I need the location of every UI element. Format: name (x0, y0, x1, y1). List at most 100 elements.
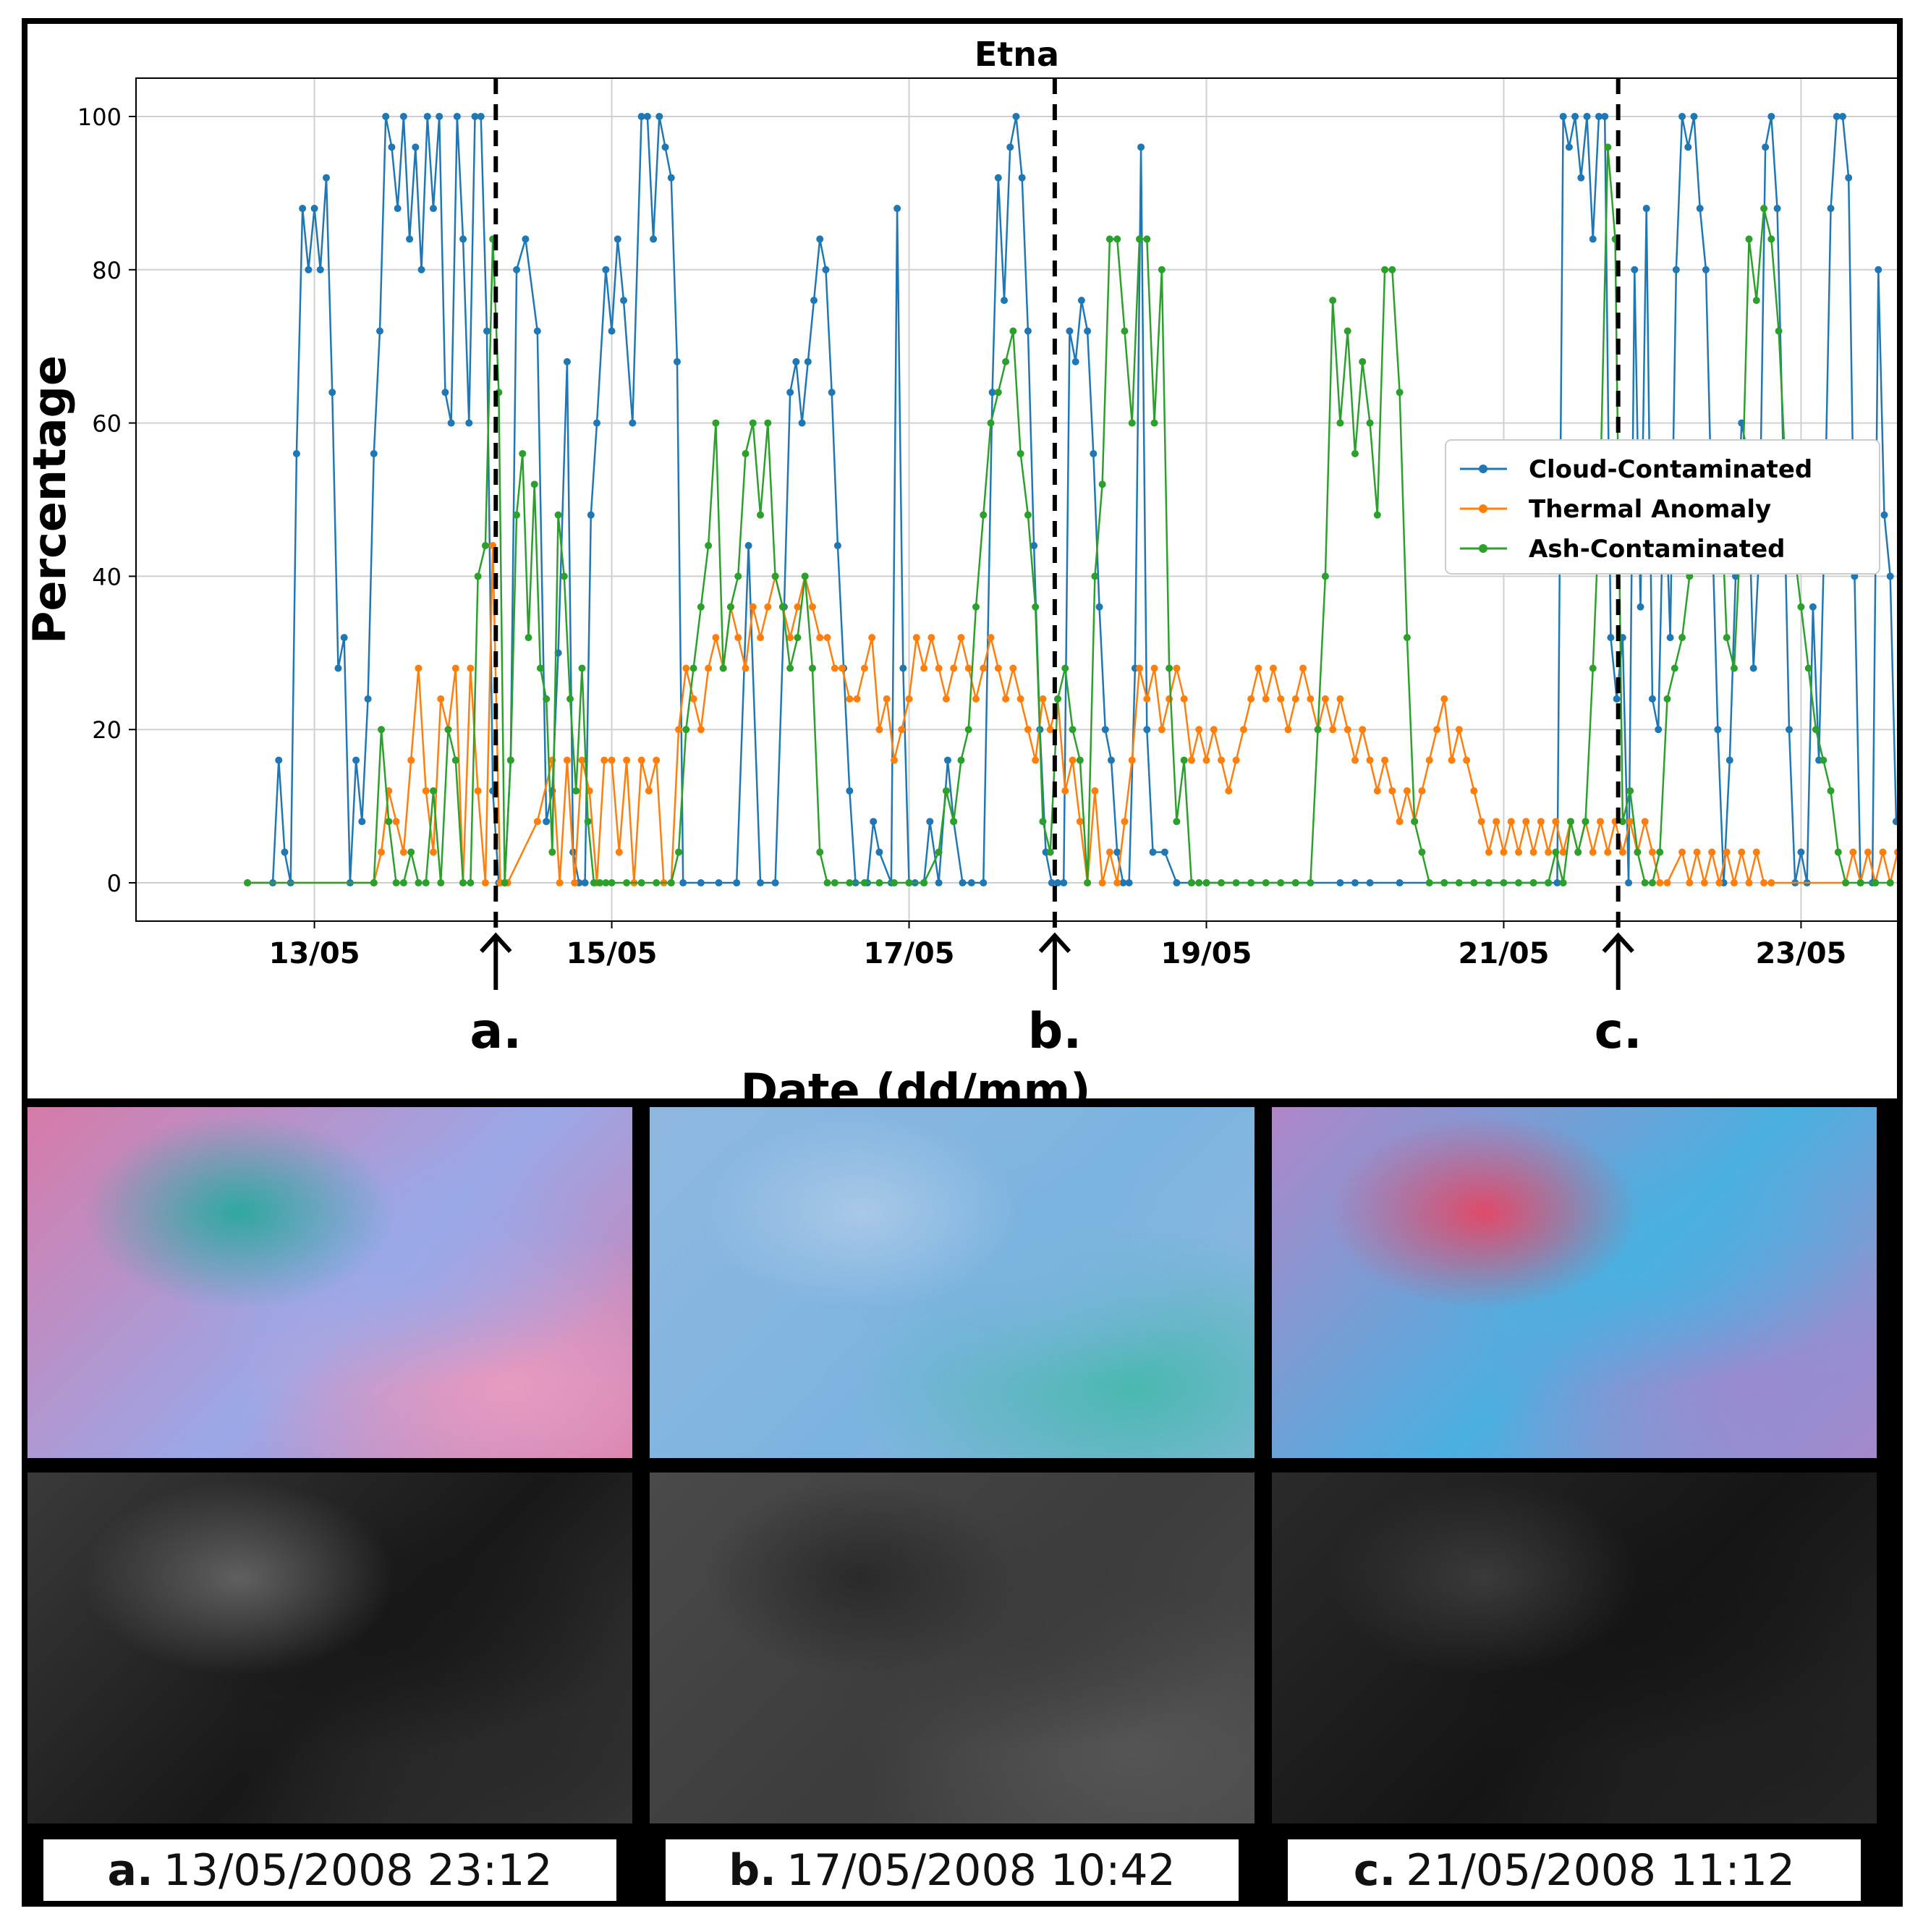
data-point-thermal-anomaly (1255, 664, 1262, 672)
data-point-ash-contaminated (637, 879, 645, 887)
data-point-ash-contaminated (935, 848, 943, 856)
data-point-thermal-anomaly (563, 756, 571, 764)
data-point-ash-contaminated (942, 787, 950, 795)
data-point-ash-contaminated (831, 879, 839, 887)
data-point-cloud-contaminated (522, 235, 530, 243)
data-point-cloud-contaminated (679, 879, 687, 887)
caption-label: c. (1353, 1845, 1396, 1896)
data-point-thermal-anomaly (1351, 756, 1359, 764)
data-point-ash-contaminated (1820, 756, 1828, 764)
satellite-rgb-a (27, 1107, 632, 1458)
satellite-ir-b (650, 1473, 1255, 1823)
data-point-thermal-anomaly (1641, 818, 1649, 826)
data-point-ash-contaminated (543, 695, 551, 703)
data-point-ash-contaminated (392, 879, 400, 887)
data-point-cloud-contaminated (1060, 879, 1068, 887)
data-point-ash-contaminated (1656, 848, 1664, 856)
data-point-thermal-anomaly (1373, 787, 1381, 795)
data-point-cloud-contaminated (429, 205, 437, 213)
data-point-cloud-contaminated (340, 634, 348, 642)
data-point-ash-contaminated (1396, 389, 1404, 397)
data-point-ash-contaminated (385, 818, 393, 826)
data-point-cloud-contaminated (629, 419, 637, 427)
data-point-ash-contaminated (481, 542, 489, 550)
data-point-thermal-anomaly (1002, 695, 1010, 703)
data-point-thermal-anomaly (1032, 756, 1040, 764)
data-point-thermal-anomaly (1767, 879, 1775, 887)
data-point-thermal-anomaly (1700, 879, 1708, 887)
data-point-ash-contaminated (1418, 848, 1426, 856)
data-point-thermal-anomaly (868, 634, 876, 642)
data-point-cloud-contaminated (447, 419, 455, 427)
data-point-ash-contaminated (712, 419, 720, 427)
data-point-thermal-anomaly (1039, 695, 1047, 703)
data-point-thermal-anomaly (839, 664, 846, 672)
legend-marker (1479, 544, 1487, 553)
data-point-cloud-contaminated (893, 205, 901, 213)
data-point-ash-contaminated (1634, 848, 1642, 856)
data-point-thermal-anomaly (1329, 726, 1337, 734)
satellite-rgb-row (27, 1098, 1897, 1464)
event-marker-2: b. (1028, 78, 1082, 1060)
data-point-thermal-anomaly (1648, 848, 1656, 856)
data-point-thermal-anomaly (1136, 664, 1144, 672)
data-point-thermal-anomaly (1618, 848, 1626, 856)
data-point-ash-contaminated (1752, 297, 1760, 305)
data-point-thermal-anomaly (1381, 756, 1389, 764)
data-point-thermal-anomaly (1894, 848, 1897, 856)
data-point-thermal-anomaly (816, 634, 824, 642)
data-point-thermal-anomaly (437, 695, 445, 703)
data-point-thermal-anomaly (1076, 818, 1084, 826)
data-point-thermal-anomaly (1545, 848, 1553, 856)
data-point-thermal-anomaly (1745, 879, 1753, 887)
legend: Cloud-Contaminated Thermal Anomaly Ash-Con… (1445, 439, 1880, 575)
data-point-cloud-contaminated (935, 879, 943, 887)
data-point-ash-contaminated (1626, 787, 1634, 795)
data-point-ash-contaminated (429, 787, 437, 795)
chart-title: Etna (975, 35, 1059, 74)
data-point-ash-contaminated (244, 879, 252, 887)
data-point-cloud-contaminated (822, 266, 830, 274)
satellite-ir-row (27, 1464, 1897, 1829)
caption-label: a. (107, 1845, 153, 1896)
data-point-ash-contaminated (808, 664, 816, 672)
data-point-cloud-contaminated (1071, 357, 1079, 365)
data-point-cloud-contaminated (370, 449, 378, 457)
data-point-thermal-anomaly (920, 664, 928, 672)
data-point-ash-contaminated (764, 419, 772, 427)
data-point-cloud-contaminated (1845, 174, 1853, 182)
data-point-ash-contaminated (920, 879, 928, 887)
data-point-cloud-contaminated (1625, 879, 1633, 887)
data-point-thermal-anomaly (1708, 848, 1716, 856)
data-point-ash-contaminated (1745, 235, 1753, 243)
data-point-ash-contaminated (1500, 879, 1508, 887)
data-point-ash-contaminated (823, 879, 831, 887)
data-point-thermal-anomaly (794, 603, 802, 611)
data-point-thermal-anomaly (808, 603, 816, 611)
data-point-cloud-contaminated (1125, 879, 1133, 887)
data-point-cloud-contaminated (275, 756, 283, 764)
data-point-ash-contaminated (794, 634, 802, 642)
data-point-ash-contaminated (530, 480, 538, 488)
data-point-cloud-contaminated (1725, 756, 1733, 764)
data-point-thermal-anomaly (1455, 726, 1463, 734)
data-point-thermal-anomaly (645, 787, 653, 795)
data-point-cloud-contaminated (533, 327, 541, 335)
data-point-thermal-anomaly (823, 634, 831, 642)
data-point-thermal-anomaly (1046, 726, 1054, 734)
data-point-cloud-contaminated (394, 205, 402, 213)
data-point-cloud-contaminated (619, 297, 627, 305)
axis-ticks: 0 20 40 60 80 100 13/05 15/05 17/05 19/05 21/05 23/… (77, 103, 1846, 970)
data-point-thermal-anomaly (898, 726, 906, 734)
data-point-cloud-contaminated (1577, 174, 1585, 182)
data-point-ash-contaminated (964, 726, 972, 734)
data-point-ash-contaminated (972, 603, 980, 611)
data-point-thermal-anomaly (1693, 848, 1701, 856)
data-point-thermal-anomaly (1559, 848, 1567, 856)
data-point-cloud-contaminated (364, 695, 372, 703)
data-point-thermal-anomaly (1210, 726, 1218, 734)
data-point-ash-contaminated (980, 511, 988, 519)
data-point-cloud-contaminated (1886, 572, 1894, 580)
data-point-ash-contaminated (1166, 664, 1173, 672)
data-point-ash-contaminated (890, 879, 898, 887)
